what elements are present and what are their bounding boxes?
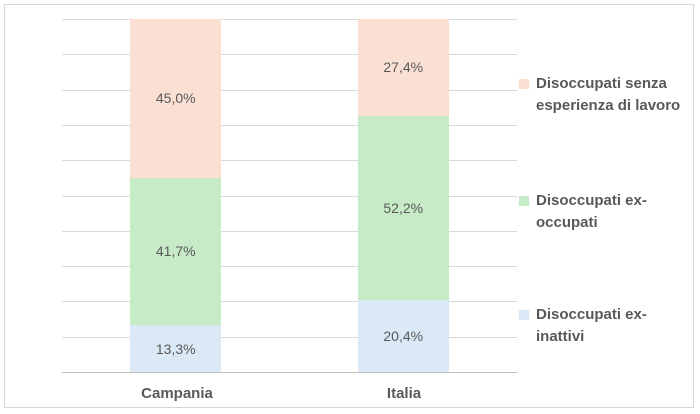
gridline: [62, 195, 517, 197]
legend-label-line: Disoccupati senza: [536, 75, 667, 92]
gridline: [62, 230, 517, 232]
legend-swatch-peach-icon: [519, 79, 529, 89]
plot-area: 45,0% 41,7% 13,3% 27,4% 52,2% 20,4%: [62, 19, 517, 373]
bar-segment: 52,2%: [357, 115, 449, 300]
bar-italia: 27,4% 52,2% 20,4%: [357, 19, 449, 372]
chart-frame: [4, 4, 694, 408]
legend-label: Disoccupati senza esperienza di lavoro: [536, 73, 680, 117]
x-axis-line: [62, 372, 517, 373]
legend-label-line: Disoccupati ex-: [536, 192, 647, 209]
gridline: [62, 54, 517, 56]
x-axis-category-campania: Campania: [141, 385, 213, 402]
gridline: [62, 336, 517, 338]
legend-item-ex-inattivi: Disoccupati ex- inattivi: [519, 304, 695, 348]
bar-segment: 20,4%: [357, 299, 449, 372]
legend-swatch-green-icon: [519, 196, 529, 206]
data-label: 45,0%: [155, 90, 196, 107]
gridline: [62, 266, 517, 268]
data-label: 52,2%: [383, 199, 424, 216]
gridline: [62, 19, 517, 20]
legend-label-line: occupati: [536, 214, 598, 231]
gridline: [62, 160, 517, 162]
legend-item-senza-esperienza: Disoccupati senza esperienza di lavoro: [519, 73, 695, 117]
gridline: [62, 124, 517, 126]
legend-item-ex-occupati: Disoccupati ex- occupati: [519, 190, 695, 234]
bar-segment: 13,3%: [130, 325, 222, 372]
gridline: [62, 89, 517, 91]
data-label: 41,7%: [155, 243, 196, 260]
gridline: [62, 301, 517, 303]
data-label: 20,4%: [383, 327, 424, 344]
bar-campania: 45,0% 41,7% 13,3%: [130, 19, 222, 372]
x-axis-category-italia: Italia: [386, 385, 422, 402]
data-label: 27,4%: [383, 59, 424, 76]
legend-label: Disoccupati ex- occupati: [536, 190, 647, 234]
legend-swatch-blue-icon: [519, 310, 529, 320]
data-label: 13,3%: [155, 340, 196, 357]
legend-label-line: Disoccupati ex-: [536, 306, 647, 323]
bar-segment: 27,4%: [357, 19, 449, 116]
legend-label-line: inattivi: [536, 328, 585, 345]
legend-label: Disoccupati ex- inattivi: [536, 304, 647, 348]
bar-segment: 45,0%: [130, 19, 222, 178]
legend-label-line: esperienza di lavoro: [536, 97, 681, 114]
bar-segment: 41,7%: [130, 177, 222, 326]
